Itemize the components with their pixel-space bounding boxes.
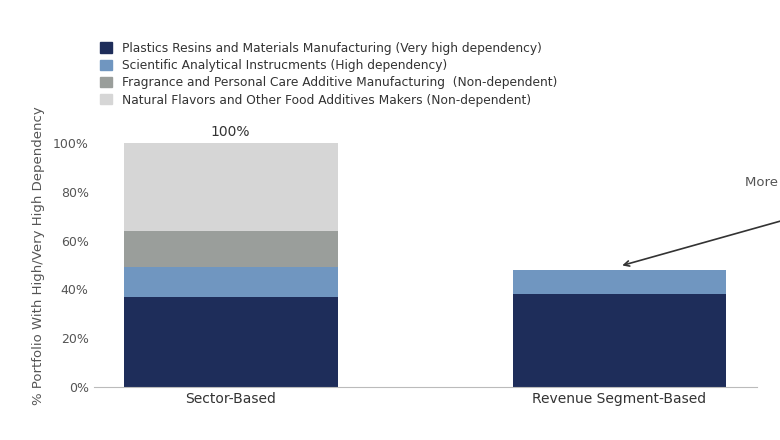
Bar bbox=[124, 297, 338, 387]
Text: More Accurate Assessment of the Portfolio’s
Dependency on Surface Water: More Accurate Assessment of the Portfoli… bbox=[624, 176, 780, 266]
Bar bbox=[512, 270, 726, 294]
Bar bbox=[124, 143, 338, 231]
Bar bbox=[124, 231, 338, 268]
Bar bbox=[512, 294, 726, 387]
Text: 100%: 100% bbox=[211, 125, 250, 139]
Y-axis label: % Portfolio With High/Very High Dependency: % Portfolio With High/Very High Dependen… bbox=[31, 106, 44, 404]
Bar bbox=[124, 268, 338, 297]
Legend: Plastics Resins and Materials Manufacturing (Very high dependency), Scientific A: Plastics Resins and Materials Manufactur… bbox=[100, 42, 557, 106]
